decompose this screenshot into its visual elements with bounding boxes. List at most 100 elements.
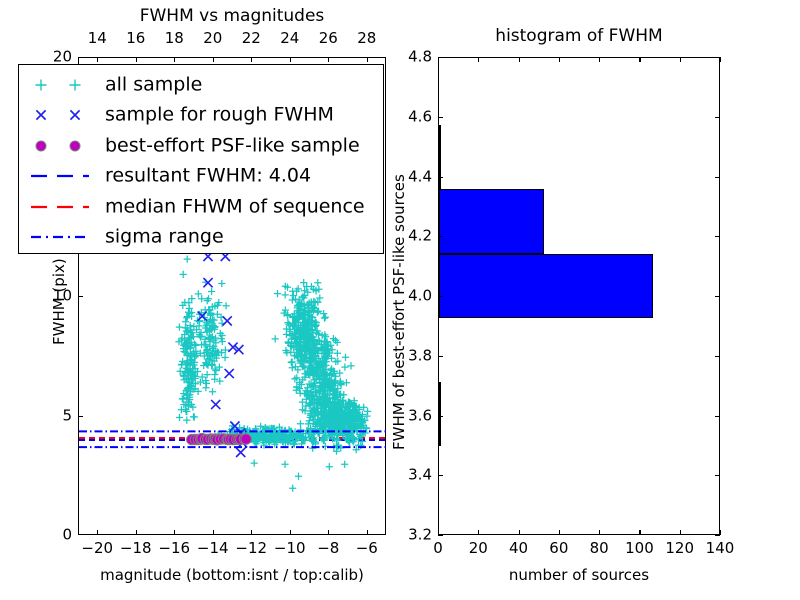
histogram-bar [439, 253, 653, 318]
axis-tick [715, 176, 720, 178]
psf-sample-point [222, 433, 235, 446]
axis-tick [715, 535, 720, 537]
psf-sample-point [238, 433, 251, 445]
legend-dashed-line-icon [31, 174, 89, 178]
axis-tick [715, 57, 720, 59]
psf-sample-point [233, 433, 245, 445]
legend-item-label: sigma range [105, 225, 224, 248]
legend-dot-icon [69, 140, 81, 151]
axis-tick [438, 530, 440, 535]
right-y-tick: 3.4 [408, 465, 432, 484]
axis-tick [558, 530, 561, 535]
legend-dot-icon [35, 140, 47, 151]
right-y-tick: 4.4 [408, 167, 432, 185]
psf-sample-point [202, 433, 214, 446]
left-x-bottom-tick: −14 [196, 539, 229, 557]
legend-item: all sample [19, 69, 383, 100]
psf-sample-point [205, 433, 217, 445]
legend-plus-icon [69, 79, 81, 90]
psf-sample-point [218, 433, 230, 445]
axis-tick [135, 57, 137, 62]
right-axes-frame [438, 57, 720, 535]
right-x-tick: 80 [589, 539, 609, 557]
rough-fwhm-points [191, 251, 248, 458]
right-xlabel: number of sources [508, 566, 650, 584]
psf-sample-point [195, 433, 207, 445]
axis-tick [174, 530, 176, 535]
median-fwhm-line [79, 437, 385, 440]
psf-sample-point [192, 433, 205, 446]
right-y-tick: 3.8 [408, 346, 432, 365]
right-x-tick: 20 [468, 539, 488, 557]
left-x-top-tick: 18 [164, 29, 184, 47]
legend-dashed-line-icon [31, 205, 89, 208]
psf-sample-point [214, 433, 227, 445]
axis-tick [328, 57, 330, 62]
axis-tick [720, 57, 722, 62]
legend-item-label: resultant FWHM: 4.04 [105, 164, 312, 187]
left-x-bottom-tick: −6 [355, 539, 378, 557]
axis-tick [438, 355, 443, 357]
axis-tick [715, 116, 720, 118]
right-y-tick: 4.6 [408, 107, 432, 126]
axis-tick [438, 116, 443, 118]
right-y-tick: 4.8 [408, 47, 432, 66]
axis-tick [438, 57, 443, 59]
legend-plus-icon [35, 79, 47, 90]
axis-tick [438, 236, 443, 238]
psf-sample-point [240, 433, 252, 445]
left-x-bottom-tick: −20 [81, 539, 114, 557]
left-panel-scatter: FWHM vs magnitudes 14 16 18 20 22 24 26 28 −20−… [18, 8, 387, 583]
right-x-tick: 120 [665, 539, 695, 557]
right-y-tick: 3.2 [408, 525, 432, 544]
legend: all sample sample for rough FWHM best-effo… [18, 64, 384, 254]
legend-item: resultant FWHM: 4.04 [19, 161, 383, 192]
right-x-tick: 0 [433, 539, 443, 557]
axis-tick [438, 475, 443, 477]
right-x-tick: 140 [705, 539, 735, 557]
right-x-tick: 60 [549, 539, 569, 557]
right-panel-histogram: histogram of FWHM 0 20 40 60 80 100 120 140 3.2… [390, 0, 800, 600]
legend-item-label: sample for rough FWHM [105, 103, 334, 126]
legend-item: best-effort PSF-like sample [19, 130, 383, 161]
legend-item-label: best-effort PSF-like sample [105, 134, 360, 156]
axis-tick [715, 355, 720, 357]
psf-sample-point [209, 433, 222, 445]
axis-tick [438, 57, 440, 62]
axis-tick [251, 530, 253, 535]
axis-tick [212, 530, 214, 535]
axis-tick [478, 57, 480, 62]
axis-tick [478, 530, 480, 535]
psf-sample-point [199, 433, 212, 446]
axis-tick [639, 57, 641, 62]
left-x-top-tick: 26 [318, 29, 338, 47]
axis-tick [679, 57, 681, 62]
left-x-top-tick: 20 [203, 29, 223, 47]
left-x-top-tick: 22 [241, 29, 261, 47]
axis-tick [720, 530, 722, 535]
legend-item-label: median FHWM of sequence [105, 195, 365, 217]
resultant-fwhm-line [79, 439, 385, 442]
legend-item: sigma range [19, 222, 383, 253]
axis-tick [289, 530, 291, 535]
axis-tick [174, 57, 176, 62]
psf-sample-point [211, 434, 223, 446]
axis-tick [715, 475, 720, 477]
axis-tick [715, 296, 720, 298]
psf-sample-point [186, 433, 198, 446]
left-x-bottom-tick: −10 [273, 539, 306, 557]
left-y-tick: 10 [52, 286, 72, 305]
axis-tick [715, 415, 720, 417]
histogram-bar [439, 382, 442, 447]
right-ylabel: FWHM of best-effort PSF-like sources [390, 174, 408, 450]
left-x-bottom-tick: −8 [317, 539, 340, 557]
right-y-tick: 4.0 [408, 286, 432, 305]
left-x-top-tick: 14 [87, 29, 107, 47]
left-x-top-tick: 28 [357, 29, 377, 47]
psf-sample-point [196, 432, 208, 445]
psf-sample-point [234, 433, 247, 445]
legend-item: sample for rough FWHM [19, 100, 383, 131]
axis-tick [438, 535, 443, 537]
histogram-bar [439, 125, 442, 190]
